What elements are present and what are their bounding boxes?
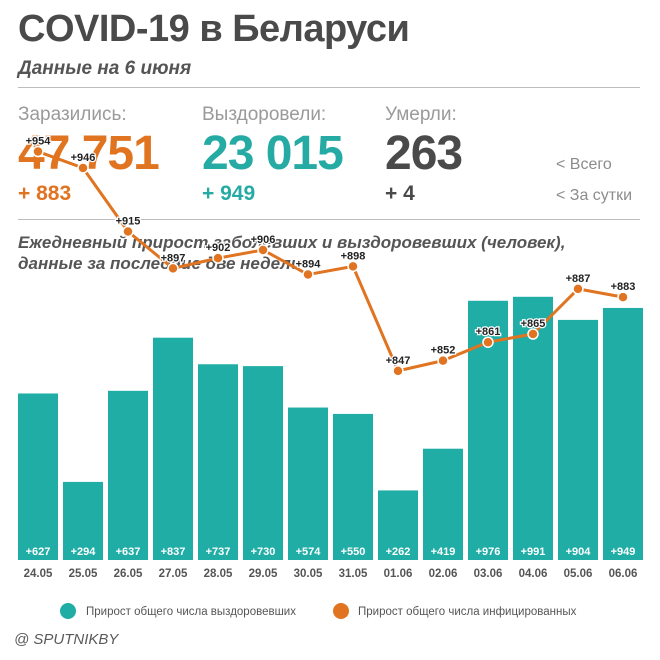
chart-title-line-2: данные за последние две недели xyxy=(18,254,302,273)
infected-point xyxy=(77,162,89,174)
bar-recovered xyxy=(18,393,58,560)
x-tick-label: 24.05 xyxy=(24,568,53,580)
legend-swatch-infected xyxy=(333,603,349,619)
infected-point xyxy=(347,260,359,273)
bar-value-label: +419 xyxy=(431,546,456,558)
infected-value-label: +847 xyxy=(386,355,411,367)
x-tick-label: 31.05 xyxy=(339,568,368,580)
x-tick-label: 30.05 xyxy=(294,568,323,580)
infected-value-label: +861 xyxy=(476,326,501,338)
bar-value-label: +904 xyxy=(566,546,592,558)
stat-deaths-delta: + 4 xyxy=(385,182,415,205)
infected-point xyxy=(32,145,44,158)
legend-key-daily: < За сутки xyxy=(556,187,633,204)
infected-point xyxy=(302,268,314,281)
infected-point xyxy=(392,365,404,377)
stat-recovered: Выздоровели: 23 015 + 949 xyxy=(202,104,344,206)
infected-value-label: +887 xyxy=(566,273,591,285)
x-tick-label: 27.05 xyxy=(159,568,188,580)
stat-recovered-delta: + 949 xyxy=(202,182,256,205)
bar-recovered xyxy=(153,337,193,560)
page-subtitle: Данные на 6 июня xyxy=(18,58,192,79)
x-tick-label: 02.06 xyxy=(429,568,458,580)
infected-point xyxy=(617,291,629,303)
bar-recovered xyxy=(513,296,553,560)
infected-value-label: +865 xyxy=(521,318,546,330)
bar-value-label: +949 xyxy=(611,546,636,558)
bar-value-label: +262 xyxy=(386,546,411,558)
bar-value-label: +627 xyxy=(26,546,51,558)
infected-value-label: +897 xyxy=(161,252,186,264)
bar-value-label: +574 xyxy=(296,546,322,558)
source-credit: @ SPUTNIKBY xyxy=(14,631,119,648)
stat-infected: Заразились: 47 751 + 883 xyxy=(18,104,160,206)
chart-title: Ежедневный прирост заболевших и выздоров… xyxy=(18,232,648,274)
bar-recovered xyxy=(603,307,643,560)
infected-point xyxy=(437,354,449,367)
legend-label-infected: Прирост общего числа инфицированных xyxy=(358,606,577,618)
bar-value-label: +737 xyxy=(206,546,231,558)
infected-value-label: +946 xyxy=(71,152,96,164)
stat-deaths-total: 263 xyxy=(385,127,463,180)
bar-recovered xyxy=(63,481,103,560)
bar-value-label: +294 xyxy=(71,546,97,558)
infected-point xyxy=(572,283,584,295)
infected-value-label: +902 xyxy=(206,242,231,254)
infected-value-label: +883 xyxy=(611,281,636,293)
stat-recovered-label: Выздоровели: xyxy=(202,104,327,125)
bar-recovered xyxy=(558,319,598,560)
infected-value-label: +894 xyxy=(296,259,322,271)
bar-recovered xyxy=(423,448,463,560)
stat-recovered-total: 23 015 xyxy=(202,127,344,180)
bar-value-label: +837 xyxy=(161,546,186,558)
legend-swatch-recovered xyxy=(60,603,76,619)
bar-value-label: +550 xyxy=(341,546,366,558)
bar-recovered xyxy=(288,407,328,560)
stat-infected-label: Заразились: xyxy=(18,104,127,125)
bar-recovered xyxy=(333,413,373,560)
legend-label-recovered: Прирост общего числа выздоровевших xyxy=(86,606,296,618)
infected-point xyxy=(527,328,539,340)
x-tick-label: 25.05 xyxy=(69,568,98,580)
x-tick-label: 29.05 xyxy=(249,568,278,580)
infected-line xyxy=(37,150,624,373)
bar-recovered xyxy=(198,364,238,560)
infected-value-label: +954 xyxy=(26,136,52,148)
infected-value-label: +906 xyxy=(251,234,276,246)
bar-value-label: +976 xyxy=(476,546,501,558)
infected-point xyxy=(122,225,134,238)
infected-value-label: +915 xyxy=(116,216,141,228)
bar-recovered xyxy=(243,366,283,560)
infected-point xyxy=(212,252,224,264)
legend-key-total: < Всего xyxy=(556,156,612,173)
infected-point xyxy=(482,336,494,348)
infected-point xyxy=(257,244,269,256)
infected-value-label: +898 xyxy=(341,250,366,262)
bar-recovered xyxy=(108,390,148,560)
chart-title-line-1: Ежедневный прирост заболевших и выздоров… xyxy=(18,233,566,252)
x-tick-label: 04.06 xyxy=(519,568,548,580)
x-tick-label: 05.06 xyxy=(564,568,593,580)
bar-value-label: +730 xyxy=(251,546,276,558)
bar-value-label: +991 xyxy=(521,546,546,558)
x-tick-label: 06.06 xyxy=(609,568,638,580)
stat-deaths-label: Умерли: xyxy=(385,104,457,125)
stat-deaths: Умерли: 263 + 4 xyxy=(385,104,463,206)
x-tick-label: 26.05 xyxy=(114,568,143,580)
bar-value-label: +637 xyxy=(116,546,141,558)
x-tick-label: 28.05 xyxy=(204,568,233,580)
page-title: COVID-19 в Беларуси xyxy=(18,8,410,50)
stat-infected-delta: + 883 xyxy=(18,182,72,205)
x-tick-label: 03.06 xyxy=(474,568,503,580)
infected-value-label: +852 xyxy=(431,345,456,357)
header-divider xyxy=(18,87,640,88)
infected-point xyxy=(167,262,179,275)
bar-recovered xyxy=(378,490,418,560)
x-tick-label: 01.06 xyxy=(384,568,413,580)
stats-divider xyxy=(18,219,640,220)
